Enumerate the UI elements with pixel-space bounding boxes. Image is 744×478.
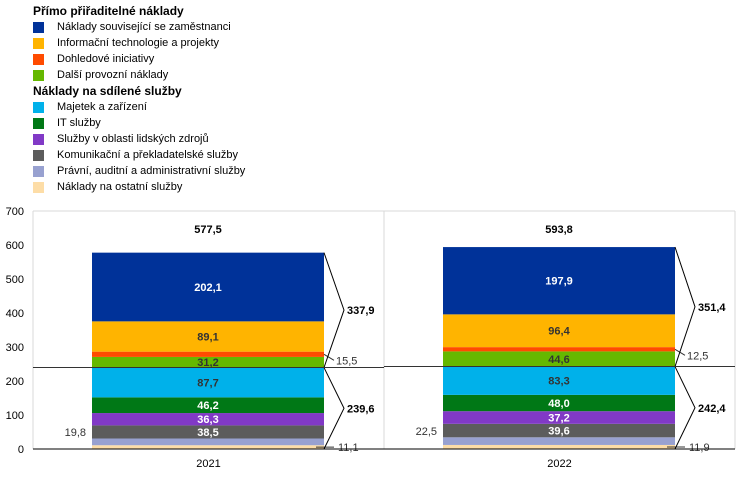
segment-value-label-outside: 11,1 bbox=[338, 442, 359, 454]
segment-value-label: 36,3 bbox=[197, 414, 218, 426]
segment-value-label: 31,2 bbox=[197, 357, 218, 369]
bar-segment bbox=[92, 397, 324, 414]
x-tick-label: 2021 bbox=[196, 458, 220, 470]
y-tick-label: 300 bbox=[6, 342, 24, 354]
leader-line bbox=[323, 353, 335, 361]
legend-swatch bbox=[33, 37, 44, 49]
bar-total-label: 593,8 bbox=[545, 224, 573, 236]
legend-label: Právní, auditní a administrativní služby bbox=[57, 165, 246, 177]
direct-costs-bracket bbox=[674, 246, 696, 367]
bar-segment bbox=[443, 437, 675, 445]
legend-swatch bbox=[33, 69, 44, 81]
bar-segment bbox=[443, 247, 675, 315]
legend-label: Dohledové iniciativy bbox=[57, 53, 155, 65]
legend-shared-heading: Náklady na sdílené služby bbox=[33, 84, 182, 98]
segment-value-label-outside: 22,5 bbox=[416, 426, 437, 438]
segment-value-label: 46,2 bbox=[197, 400, 218, 412]
direct-costs-bracket bbox=[323, 252, 345, 368]
segment-value-label: 44,6 bbox=[548, 354, 569, 366]
bar-segment bbox=[92, 321, 324, 352]
shared-subtotal-label: 242,4 bbox=[698, 403, 726, 415]
bar-segment bbox=[443, 314, 675, 348]
segment-value-label: 83,3 bbox=[548, 376, 569, 388]
legend-swatch bbox=[33, 181, 44, 193]
legend-swatch bbox=[33, 149, 44, 161]
legend-label: Další provozní náklady bbox=[57, 69, 169, 81]
legend: Přímo přiřaditelné náklady Náklady souvi… bbox=[33, 3, 245, 195]
legend-item: Majetek a zařízení bbox=[33, 99, 245, 115]
bar-segment bbox=[443, 394, 675, 412]
legend-label: Služby v oblasti lidských zdrojů bbox=[57, 133, 209, 145]
legend-swatch bbox=[33, 117, 44, 129]
segment-value-label: 197,9 bbox=[545, 276, 573, 288]
bar-segment bbox=[92, 367, 324, 398]
legend-swatch bbox=[33, 133, 44, 145]
shared-costs-bracket bbox=[674, 366, 696, 450]
legend-item: Náklady na ostatní služby bbox=[33, 179, 245, 195]
shared-costs-bracket bbox=[323, 367, 345, 450]
bar-segment bbox=[443, 366, 675, 395]
direct-subtotal-label: 351,4 bbox=[698, 302, 726, 314]
segment-value-label: 87,7 bbox=[197, 377, 218, 389]
legend-item: Náklady související se zaměstnanci bbox=[33, 19, 245, 35]
bar-segment bbox=[92, 252, 324, 322]
legend-item: Dohledové iniciativy bbox=[33, 51, 245, 67]
y-tick-label: 400 bbox=[6, 308, 24, 320]
legend-swatch bbox=[33, 21, 44, 33]
segment-value-label: 202,1 bbox=[194, 282, 222, 294]
legend-item: IT služby bbox=[33, 115, 245, 131]
bar-segment bbox=[92, 351, 324, 357]
y-tick-label: 200 bbox=[6, 376, 24, 388]
legend-label: Informační technologie a projekty bbox=[57, 37, 220, 49]
bar-segment bbox=[443, 444, 675, 449]
legend-label: Náklady související se zaměstnanci bbox=[57, 21, 231, 33]
legend-label: Komunikační a překladatelské služby bbox=[57, 149, 238, 161]
legend-swatch bbox=[33, 53, 44, 65]
legend-item: Další provozní náklady bbox=[33, 67, 245, 83]
legend-swatch bbox=[33, 165, 44, 177]
bar-segment bbox=[443, 351, 675, 367]
legend-item: Informační technologie a projekty bbox=[33, 35, 245, 51]
bar-total-label: 577,5 bbox=[194, 224, 222, 236]
bar-segment bbox=[92, 356, 324, 368]
y-tick-label: 500 bbox=[6, 274, 24, 286]
legend-item: Služby v oblasti lidských zdrojů bbox=[33, 131, 245, 147]
legend-item: Právní, auditní a administrativní služby bbox=[33, 163, 245, 179]
segment-value-label-outside: 12,5 bbox=[687, 350, 708, 362]
y-tick-label: 0 bbox=[18, 444, 24, 456]
legend-swatch bbox=[33, 101, 44, 113]
legend-item: Komunikační a překladatelské služby bbox=[33, 147, 245, 163]
legend-label: Majetek a zařízení bbox=[57, 101, 147, 113]
segment-value-label: 38,5 bbox=[197, 427, 218, 439]
segment-value-label: 96,4 bbox=[548, 326, 570, 338]
segment-value-label: 48,0 bbox=[548, 398, 569, 410]
bar-segment bbox=[443, 423, 675, 438]
y-tick-label: 600 bbox=[6, 240, 24, 252]
legend-label: Náklady na ostatní služby bbox=[57, 181, 183, 193]
segment-value-label: 39,6 bbox=[548, 426, 569, 438]
legend-shared-list: Majetek a zařízení IT služby Služby v ob… bbox=[33, 99, 245, 195]
legend-label: IT služby bbox=[57, 117, 101, 129]
legend-direct-heading: Přímo přiřaditelné náklady bbox=[33, 4, 184, 18]
bar-segment bbox=[443, 347, 675, 352]
segment-value-label: 37,2 bbox=[548, 413, 569, 425]
segment-value-label-outside: 19,8 bbox=[65, 427, 86, 439]
shared-subtotal-label: 239,6 bbox=[347, 403, 375, 415]
y-tick-label: 700 bbox=[6, 206, 24, 218]
bar-segment bbox=[92, 425, 324, 439]
x-tick-label: 2022 bbox=[547, 458, 571, 470]
bar-segment bbox=[92, 438, 324, 446]
bar-segment bbox=[92, 445, 324, 449]
segment-value-label: 89,1 bbox=[197, 332, 218, 344]
bar-segment bbox=[92, 413, 324, 426]
y-tick-label: 100 bbox=[6, 410, 24, 422]
segment-value-label-outside: 11,9 bbox=[689, 442, 710, 454]
segment-value-label-outside: 15,5 bbox=[336, 355, 357, 367]
legend-direct-list: Náklady související se zaměstnanci Infor… bbox=[33, 19, 245, 83]
bar-segment bbox=[443, 411, 675, 424]
direct-subtotal-label: 337,9 bbox=[347, 305, 375, 317]
